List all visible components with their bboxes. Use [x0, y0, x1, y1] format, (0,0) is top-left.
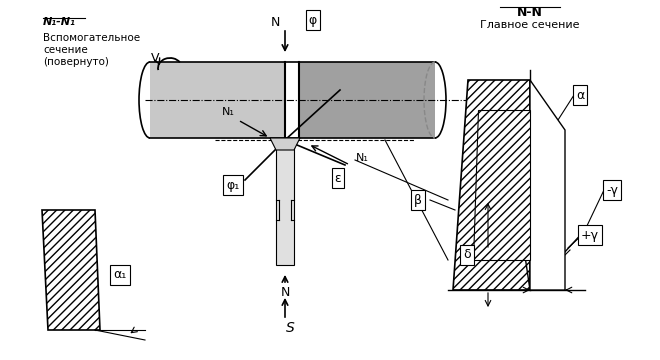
Polygon shape — [270, 138, 300, 150]
Text: φ₁: φ₁ — [226, 179, 240, 192]
Text: S: S — [286, 321, 294, 335]
Polygon shape — [453, 80, 530, 290]
Text: φ: φ — [309, 14, 317, 27]
Polygon shape — [473, 110, 530, 260]
Text: α: α — [576, 89, 584, 102]
Text: (повернуто): (повернуто) — [43, 57, 109, 67]
Text: N-N: N-N — [517, 5, 543, 18]
Text: V: V — [150, 51, 159, 64]
Text: N₁-N₁: N₁-N₁ — [43, 17, 76, 27]
Polygon shape — [42, 210, 100, 330]
Text: N₁: N₁ — [356, 153, 368, 163]
Text: δ: δ — [463, 248, 471, 261]
Text: β: β — [414, 194, 422, 207]
Text: N₁: N₁ — [222, 107, 234, 117]
Bar — [299, 62, 435, 138]
Text: сечение: сечение — [43, 45, 88, 55]
Polygon shape — [530, 80, 565, 290]
Text: Главное сечение: Главное сечение — [480, 20, 579, 30]
Bar — [150, 62, 285, 138]
Text: ε: ε — [335, 171, 341, 185]
Text: N: N — [280, 287, 290, 300]
Text: N: N — [271, 15, 280, 28]
Bar — [276, 138, 294, 265]
Text: -γ: -γ — [606, 184, 618, 197]
Text: +γ: +γ — [581, 229, 599, 242]
Text: Вспомогательное: Вспомогательное — [43, 33, 140, 43]
Text: α₁: α₁ — [114, 269, 127, 282]
